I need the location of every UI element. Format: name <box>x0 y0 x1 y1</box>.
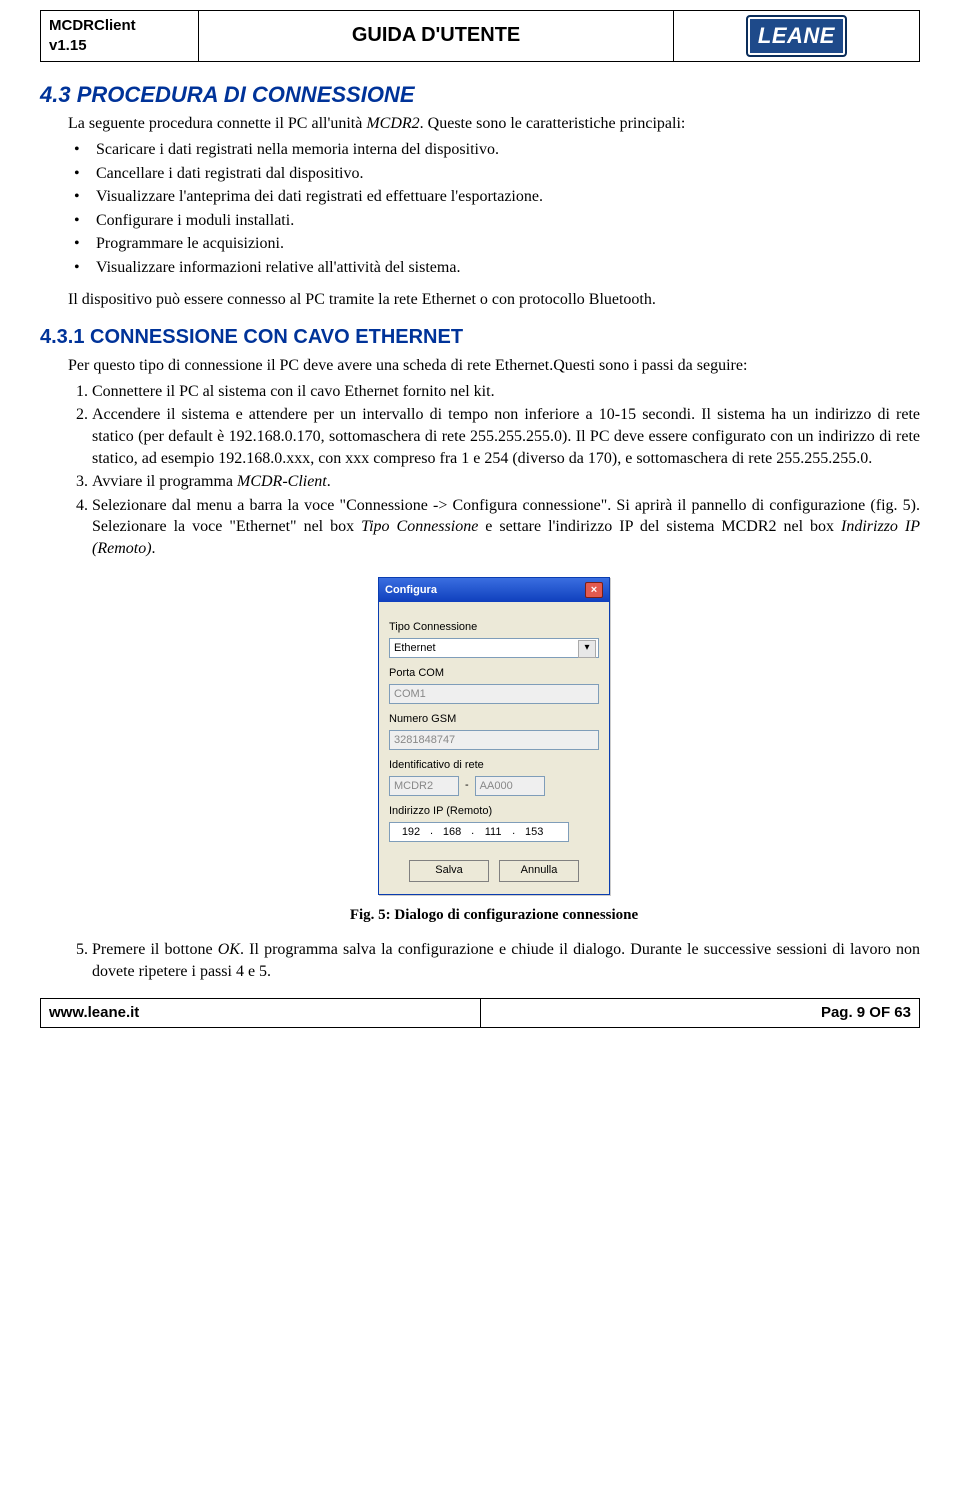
list-item: Selezionare dal menu a barra la voce "Co… <box>92 495 920 560</box>
intro-tail: . Queste sono le caratteristiche princip… <box>420 115 686 132</box>
footer-page: Pag. 9 OF 63 <box>481 999 920 1028</box>
porta-label: Porta COM <box>389 666 599 681</box>
figure-caption: Fig. 5: Dialogo di configurazione connes… <box>68 905 920 925</box>
list-item: Scaricare i dati registrati nella memori… <box>96 139 920 161</box>
dialog-title: Configura <box>385 583 437 598</box>
ip-octet-2[interactable] <box>435 823 469 841</box>
features-list: Scaricare i dati registrati nella memori… <box>68 139 920 279</box>
section-heading-4-3-1: 4.3.1 CONNESSIONE CON CAVO ETHERNET <box>40 324 920 351</box>
product-name: MCDRClient <box>49 17 136 34</box>
steps-list-continued: Premere il bottone OK. Il programma salv… <box>68 939 920 982</box>
idrete-value-1: MCDR2 <box>394 780 433 792</box>
step-italic: Tipo Connessione <box>361 518 478 535</box>
list-item: Visualizzare l'anteprima dei dati regist… <box>96 186 920 208</box>
section-body-4-3: La seguente procedura connette il PC all… <box>68 113 920 310</box>
brand-logo: LEANE <box>746 15 847 57</box>
ip-octet-4[interactable] <box>517 823 551 841</box>
intro-unit-italic: MCDR2 <box>366 115 419 132</box>
config-dialog: Configura × Tipo Connessione Ethernet Po… <box>378 577 610 894</box>
doc-title: GUIDA D'UTENTE <box>199 11 674 62</box>
idrete-input-1: MCDR2 <box>389 776 459 796</box>
list-item: Visualizzare informazioni relative all'a… <box>96 257 920 279</box>
ip-input[interactable]: . . . <box>389 822 569 842</box>
ip-octet-1[interactable] <box>394 823 428 841</box>
tipo-value: Ethernet <box>394 642 436 654</box>
step-italic: MCDR-Client <box>237 473 327 490</box>
porta-value: COM1 <box>394 688 426 700</box>
list-item: Connettere il PC al sistema con il cavo … <box>92 381 920 403</box>
idrete-input-2: AA000 <box>475 776 545 796</box>
product-version: v1.15 <box>49 37 87 54</box>
step-text: Premere il bottone <box>92 941 218 958</box>
step-italic: OK <box>218 941 240 958</box>
idrete-row: MCDR2 - AA000 <box>389 776 599 796</box>
dialog-body: Tipo Connessione Ethernet Porta COM COM1… <box>379 602 609 893</box>
section-number: 4.3 <box>40 82 71 107</box>
section-title: PROCEDURA DI CONNESSIONE <box>77 82 415 107</box>
cancel-button[interactable]: Annulla <box>499 860 579 882</box>
list-item: Accendere il sistema e attendere per un … <box>92 404 920 469</box>
ip-label: Indirizzo IP (Remoto) <box>389 804 599 819</box>
ip-dot: . <box>510 824 517 839</box>
ip-dot: . <box>428 824 435 839</box>
doc-logo-cell: LEANE <box>673 11 919 62</box>
list-item: Programmare le acquisizioni. <box>96 233 920 255</box>
gsm-value: 3281848747 <box>394 734 455 746</box>
page: MCDRClient v1.15 GUIDA D'UTENTE LEANE 4.… <box>0 0 960 1048</box>
list-item: Avviare il programma MCDR-Client. <box>92 471 920 493</box>
list-item: Premere il bottone OK. Il programma salv… <box>92 939 920 982</box>
doc-footer: www.leane.it Pag. 9 OF 63 <box>40 998 920 1028</box>
subsection-title: CONNESSIONE CON CAVO ETHERNET <box>90 326 463 348</box>
list-item: Configurare i moduli installati. <box>96 210 920 232</box>
subsection-intro: Per questo tipo di connessione il PC dev… <box>68 355 920 377</box>
subsection-number: 4.3.1 <box>40 326 84 348</box>
step-text: e settare l'indirizzo IP del sistema MCD… <box>478 518 841 535</box>
dialog-titlebar: Configura × <box>379 578 609 602</box>
step-text: Avviare il programma <box>92 473 237 490</box>
section-body-4-3-1: Per questo tipo di connessione il PC dev… <box>68 355 920 982</box>
gsm-input: 3281848747 <box>389 730 599 750</box>
idrete-value-2: AA000 <box>480 780 513 792</box>
idrete-label: Identificativo di rete <box>389 758 599 773</box>
ip-dot: . <box>469 824 476 839</box>
step-text: . <box>327 473 331 490</box>
intro-paragraph-1: La seguente procedura connette il PC all… <box>68 113 920 135</box>
steps-list: Connettere il PC al sistema con il cavo … <box>68 381 920 560</box>
tipo-select[interactable]: Ethernet <box>389 638 599 658</box>
ip-octet-3[interactable] <box>476 823 510 841</box>
idrete-separator: - <box>465 778 469 793</box>
list-item: Cancellare i dati registrati dal disposi… <box>96 163 920 185</box>
dialog-buttons: Salva Annulla <box>389 860 599 882</box>
doc-header-left: MCDRClient v1.15 <box>41 11 199 62</box>
gsm-label: Numero GSM <box>389 712 599 727</box>
tipo-label: Tipo Connessione <box>389 620 599 635</box>
save-button[interactable]: Salva <box>409 860 489 882</box>
footer-site: www.leane.it <box>41 999 481 1028</box>
doc-header: MCDRClient v1.15 GUIDA D'UTENTE LEANE <box>40 10 920 62</box>
intro-text: La seguente procedura connette il PC all… <box>68 115 366 132</box>
close-icon[interactable]: × <box>585 582 603 598</box>
figure-5: Configura × Tipo Connessione Ethernet Po… <box>68 577 920 894</box>
step-text: . <box>152 540 156 557</box>
porta-input: COM1 <box>389 684 599 704</box>
section-heading-4-3: 4.3 PROCEDURA DI CONNESSIONE <box>40 80 920 110</box>
intro-paragraph-2: Il dispositivo può essere connesso al PC… <box>68 289 920 311</box>
